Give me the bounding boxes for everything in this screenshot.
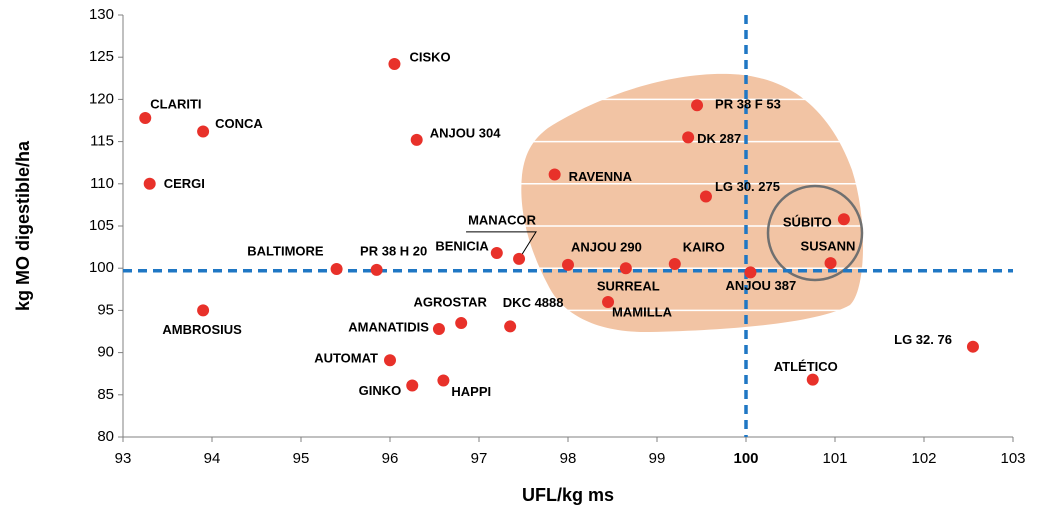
point xyxy=(455,317,468,330)
point-label: ANJOU 290 xyxy=(571,239,642,254)
point xyxy=(504,320,517,333)
x-tick-label: 97 xyxy=(471,450,488,467)
y-tick-label: 95 xyxy=(97,301,114,318)
point xyxy=(744,266,757,279)
point xyxy=(682,131,695,144)
point xyxy=(837,213,850,226)
y-tick-label: 130 xyxy=(89,6,114,23)
point-label: DK 287 xyxy=(697,131,741,146)
point-label: AUTOMAT xyxy=(314,351,378,366)
point xyxy=(197,304,210,317)
point xyxy=(437,374,450,387)
point xyxy=(406,379,419,392)
point xyxy=(806,373,819,386)
point-label: HAPPI xyxy=(451,384,491,399)
point xyxy=(410,133,423,146)
point xyxy=(619,262,632,275)
point xyxy=(370,263,383,276)
point-label: SÚBITO xyxy=(783,215,832,230)
y-tick-label: 115 xyxy=(90,133,114,150)
x-tick-label: 94 xyxy=(204,450,221,467)
point-label: KAIRO xyxy=(683,239,725,254)
point-label: MAMILLA xyxy=(612,304,673,319)
point-label: AMBROSIUS xyxy=(162,322,242,337)
y-tick-label: 120 xyxy=(89,90,114,107)
point-label: CERGI xyxy=(164,176,205,191)
point-label: ATLÉTICO xyxy=(774,359,838,374)
x-tick-label: 99 xyxy=(649,450,666,467)
y-tick-label: 125 xyxy=(89,48,114,65)
point-label: ANJOU 387 xyxy=(725,278,796,293)
y-tick-label: 85 xyxy=(97,386,114,403)
point-label: ANJOU 304 xyxy=(430,125,502,140)
point xyxy=(513,252,526,265)
y-tick-label: 90 xyxy=(97,344,114,361)
point xyxy=(384,354,396,367)
point xyxy=(824,257,837,270)
point xyxy=(668,257,681,270)
x-tick-label: 96 xyxy=(382,450,399,467)
point-label: CISKO xyxy=(409,49,450,64)
x-axis-title: UFL/kg ms xyxy=(522,485,614,505)
point-label: AGROSTAR xyxy=(413,294,487,309)
x-tick-label: 102 xyxy=(911,450,936,467)
point xyxy=(562,258,574,271)
highlight-region xyxy=(521,73,864,333)
point-label: CONCA xyxy=(215,116,263,131)
x-tick-label: 93 xyxy=(115,450,132,467)
x-tick-label: 98 xyxy=(560,450,577,467)
point-label: LG 32. 76 xyxy=(894,332,952,347)
point xyxy=(548,168,561,181)
point-label: PR 38 H 20 xyxy=(360,243,427,258)
point xyxy=(691,99,704,112)
y-tick-label: 80 xyxy=(97,428,114,445)
y-tick-label: 110 xyxy=(90,175,114,192)
highlight-circle xyxy=(766,184,864,282)
leader-line xyxy=(466,231,537,257)
point xyxy=(388,57,401,70)
point-label: BALTIMORE xyxy=(247,243,324,258)
point xyxy=(699,190,712,203)
point xyxy=(197,125,210,138)
point-label: BENICIA xyxy=(435,238,489,253)
point-label: GINKO xyxy=(359,383,402,398)
y-tick-label: 100 xyxy=(89,259,114,276)
point-label: PR 38 F 53 xyxy=(715,97,781,112)
x-tick-label: 100 xyxy=(733,450,758,467)
x-tick-label: 103 xyxy=(1000,450,1025,467)
point-label: SURREAL xyxy=(597,279,660,294)
point xyxy=(432,322,445,335)
point-label: DKC 4888 xyxy=(503,295,564,310)
point xyxy=(143,177,156,190)
point-label: SUSANN xyxy=(801,239,856,254)
point xyxy=(490,247,503,260)
point-label: LG 30. 275 xyxy=(715,179,780,194)
point xyxy=(330,263,343,276)
y-tick-label: 105 xyxy=(89,217,114,234)
x-tick-label: 101 xyxy=(822,450,847,467)
point-label: AMANATIDIS xyxy=(348,319,429,334)
y-axis-title: kg MO digestible/ha xyxy=(13,140,33,311)
point-label: CLARITI xyxy=(150,96,201,111)
point xyxy=(966,340,979,353)
point-label: MANACOR xyxy=(468,212,536,227)
point-label: RAVENNA xyxy=(569,169,633,184)
x-tick-label: 95 xyxy=(293,450,310,467)
point xyxy=(602,295,615,308)
point xyxy=(139,111,152,124)
